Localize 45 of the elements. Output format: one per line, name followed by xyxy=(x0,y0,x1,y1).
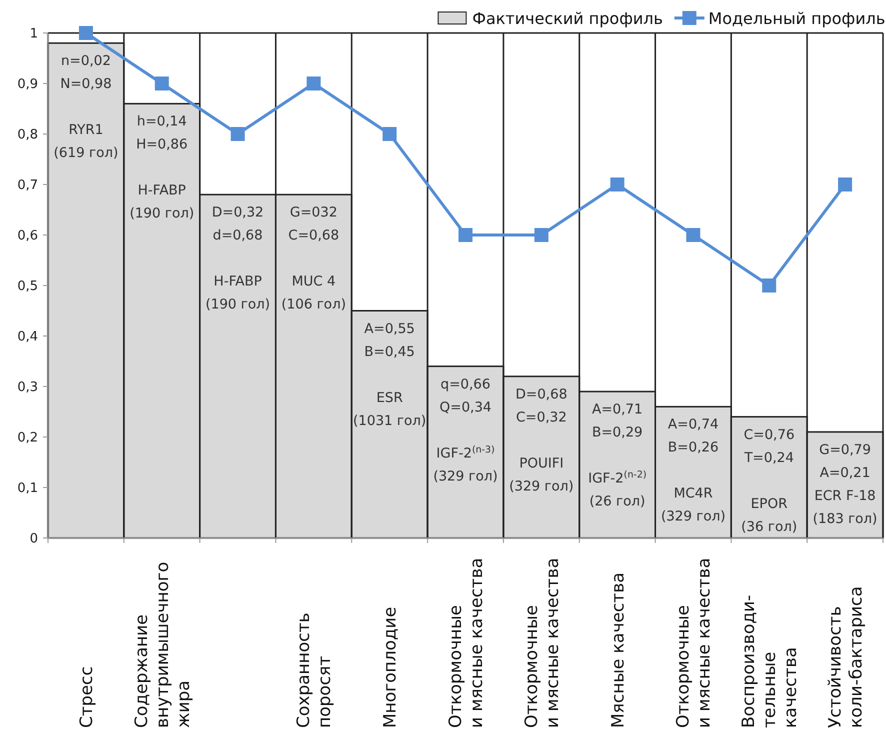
text: D=0,68 C=0,32 POUIFI (329 гол) xyxy=(509,386,574,494)
y-tick-label: 0,4 xyxy=(17,330,38,345)
point xyxy=(686,228,700,242)
point xyxy=(154,76,169,90)
y-tick-label: 0,8 xyxy=(17,128,38,143)
text: A=0,71 B=0,29 IGF-2$^{(n-2)}$ (26 гол) xyxy=(588,402,647,510)
x-tick-label: Откормочные и мясные качества xyxy=(674,558,715,728)
y-tick-label: 1 xyxy=(30,26,38,42)
x-tick-label: Многоплодие xyxy=(380,606,401,728)
point xyxy=(78,26,93,40)
x-tick-label: Содержание внутримышечного жира xyxy=(132,562,194,728)
x-tick-label: Откормочные и мясные качества xyxy=(522,558,563,728)
point xyxy=(838,178,852,192)
text: G=032 C=0,68 MUC 4 (106 гол) xyxy=(281,204,346,313)
y-tick-label: 0,9 xyxy=(17,77,38,92)
annotation: G=0,79 A=0,21 ECR F-18 (183 гол) xyxy=(812,442,878,527)
y-tick-label: 0,7 xyxy=(17,178,38,194)
x-tick-label: Воспроизводи- тельные качества xyxy=(739,594,802,728)
x-tick-label: Откормочные и мясные качества xyxy=(446,558,487,728)
point xyxy=(382,127,397,141)
text: A=0,55 B=0,45 ESR (1031 гол) xyxy=(353,320,426,429)
x-tick-label: Стресс xyxy=(76,666,97,728)
y-tick-label: 0,5 xyxy=(17,279,38,294)
y-tick-label: 0 xyxy=(30,532,38,547)
point xyxy=(230,127,245,141)
text: q=0,66 Q=0,34 IGF-2$^{(n-3)}$ (329 гол) xyxy=(433,376,498,484)
text: h=0,14 H=0,86 H-FABP (190 гол) xyxy=(130,114,194,222)
legend-label: Модельный профиль xyxy=(708,9,886,28)
point xyxy=(306,76,321,90)
legend-label: Фактический профиль xyxy=(472,9,663,28)
text: A=0,74 B=0,26 MC4R (329 гол) xyxy=(660,416,726,525)
point xyxy=(534,228,548,242)
text: n=0,02 N=0,98 RYR1 (619 гол) xyxy=(54,53,118,162)
text: D=0,32 d=0,68 H-FABP (190 гол) xyxy=(205,204,270,313)
point xyxy=(610,178,624,192)
point xyxy=(458,228,472,242)
y-tick-label: 0,1 xyxy=(17,481,38,496)
y-tick-label: 0,3 xyxy=(17,380,38,396)
y-tick-label: 0,6 xyxy=(17,228,38,244)
x-tick-label: Устойчивость коли-бактариса xyxy=(826,586,867,728)
point xyxy=(762,278,776,292)
y-tick-label: 0,2 xyxy=(17,430,38,446)
text: C=0,76 T=0,24 EPOR (36 гол) xyxy=(741,426,798,535)
x-tick-label: Сохранность поросят xyxy=(294,612,336,728)
x-tick-label: Мясные качества xyxy=(608,572,628,728)
